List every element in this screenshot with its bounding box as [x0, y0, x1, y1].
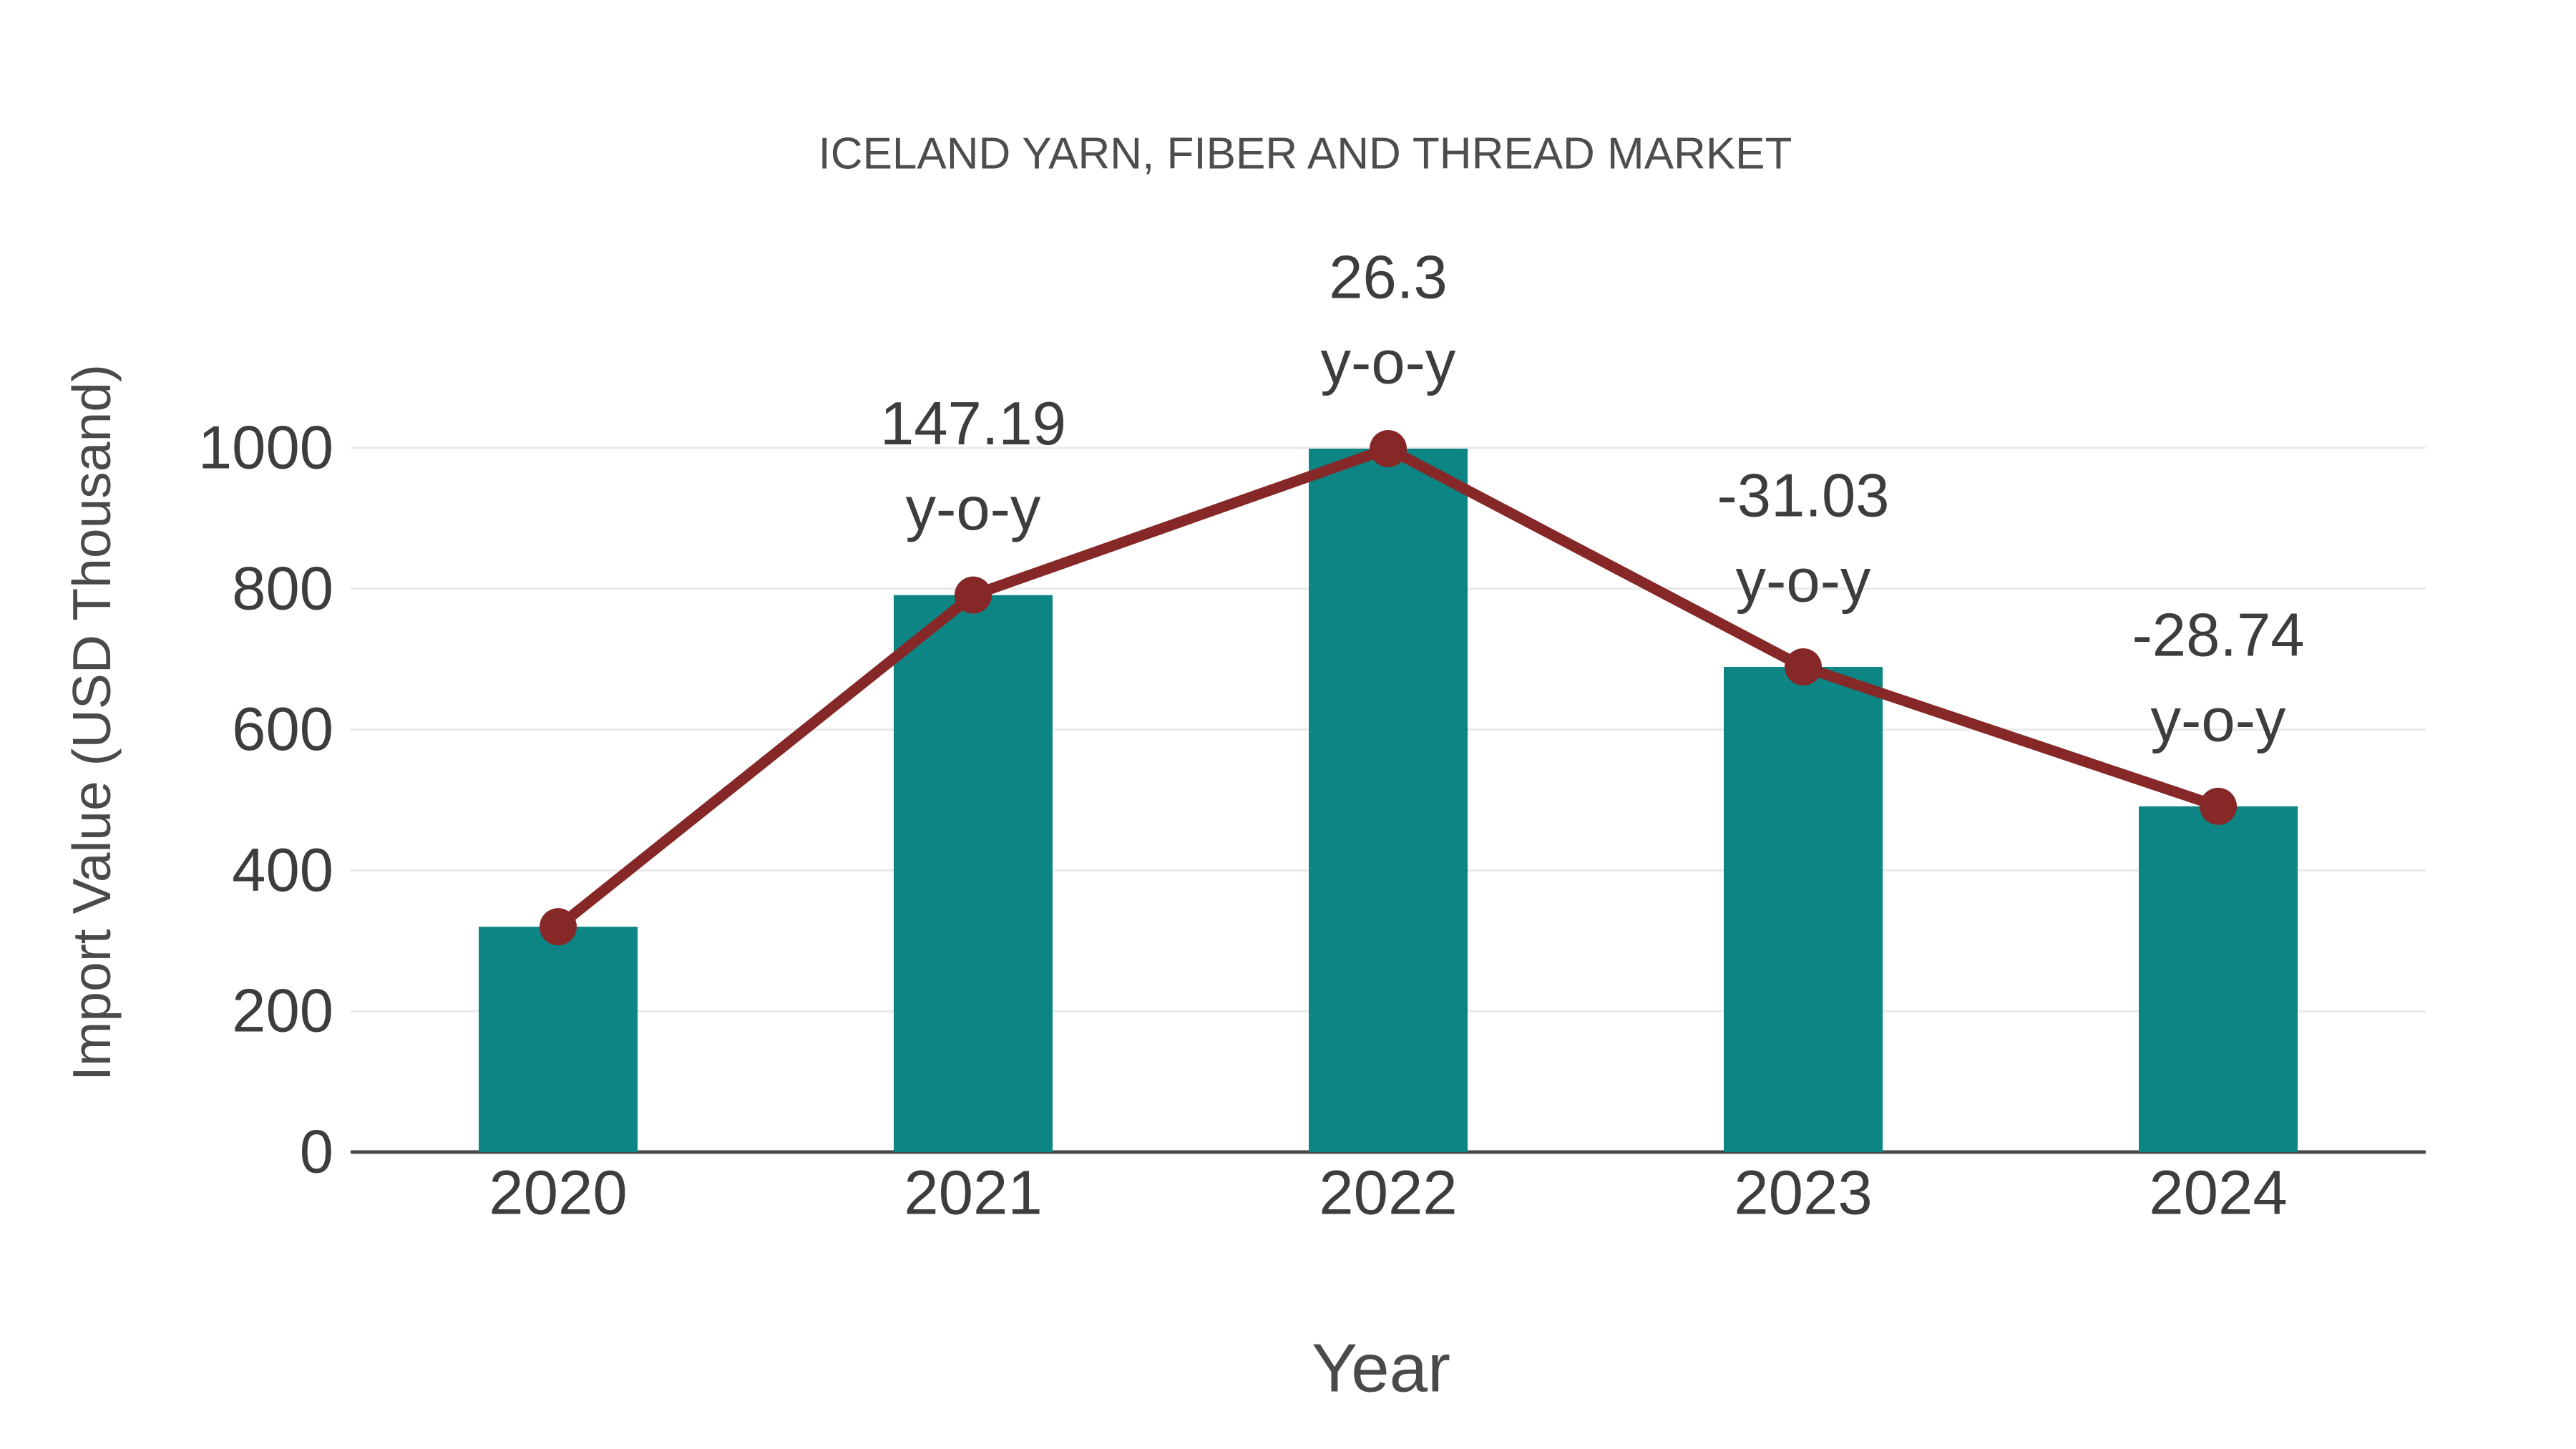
bar-2024: [2139, 806, 2298, 1152]
yoy-value-label-2021: 147.19: [880, 390, 1066, 458]
x-tick-label-2023: 2023: [1734, 1158, 1873, 1228]
x-axis-title: Year: [1312, 1330, 1450, 1407]
bar-2020: [479, 927, 638, 1152]
y-tick-label-0: 0: [300, 1118, 333, 1186]
x-tick-label-2022: 2022: [1319, 1158, 1458, 1228]
y-axis-title: Import Value (USD Thousand): [62, 364, 122, 1081]
y-tick-label-400: 400: [232, 836, 333, 904]
yoy-marker-2021: [955, 576, 992, 614]
chart-title: ICELAND YARN, FIBER AND THREAD MARKET: [819, 130, 1792, 179]
yoy-marker-2020: [540, 908, 577, 946]
yoy-marker-2023: [1785, 648, 1822, 686]
bar-2022: [1309, 448, 1468, 1152]
yoy-suffix-label-2022: y-o-y: [1321, 328, 1456, 396]
y-tick-label-1000: 1000: [198, 414, 333, 482]
yoy-suffix-label-2024: y-o-y: [2151, 686, 2286, 754]
yoy-suffix-label-2023: y-o-y: [1736, 547, 1871, 615]
y-tick-label-800: 800: [232, 555, 333, 623]
yoy-marker-2022: [1370, 429, 1407, 467]
x-tick-label-2021: 2021: [904, 1158, 1043, 1228]
plot-area: 0 200 400 600 800 1000 2020 2021 2022 2023 2024 147…: [198, 243, 2426, 1228]
yoy-value-label-2023: -31.03: [1717, 462, 1889, 530]
yoy-value-label-2024: -28.74: [2132, 601, 2304, 669]
y-tick-label-200: 200: [232, 977, 333, 1045]
yoy-marker-2024: [2200, 787, 2237, 825]
y-tick-label-600: 600: [232, 696, 333, 763]
x-tick-label-2024: 2024: [2149, 1158, 2288, 1228]
bar-2021: [894, 595, 1053, 1152]
x-tick-label-2020: 2020: [489, 1158, 628, 1228]
yoy-value-label-2022: 26.3: [1329, 243, 1447, 311]
yoy-suffix-label-2021: y-o-y: [906, 475, 1041, 543]
bar-2023: [1724, 667, 1883, 1152]
